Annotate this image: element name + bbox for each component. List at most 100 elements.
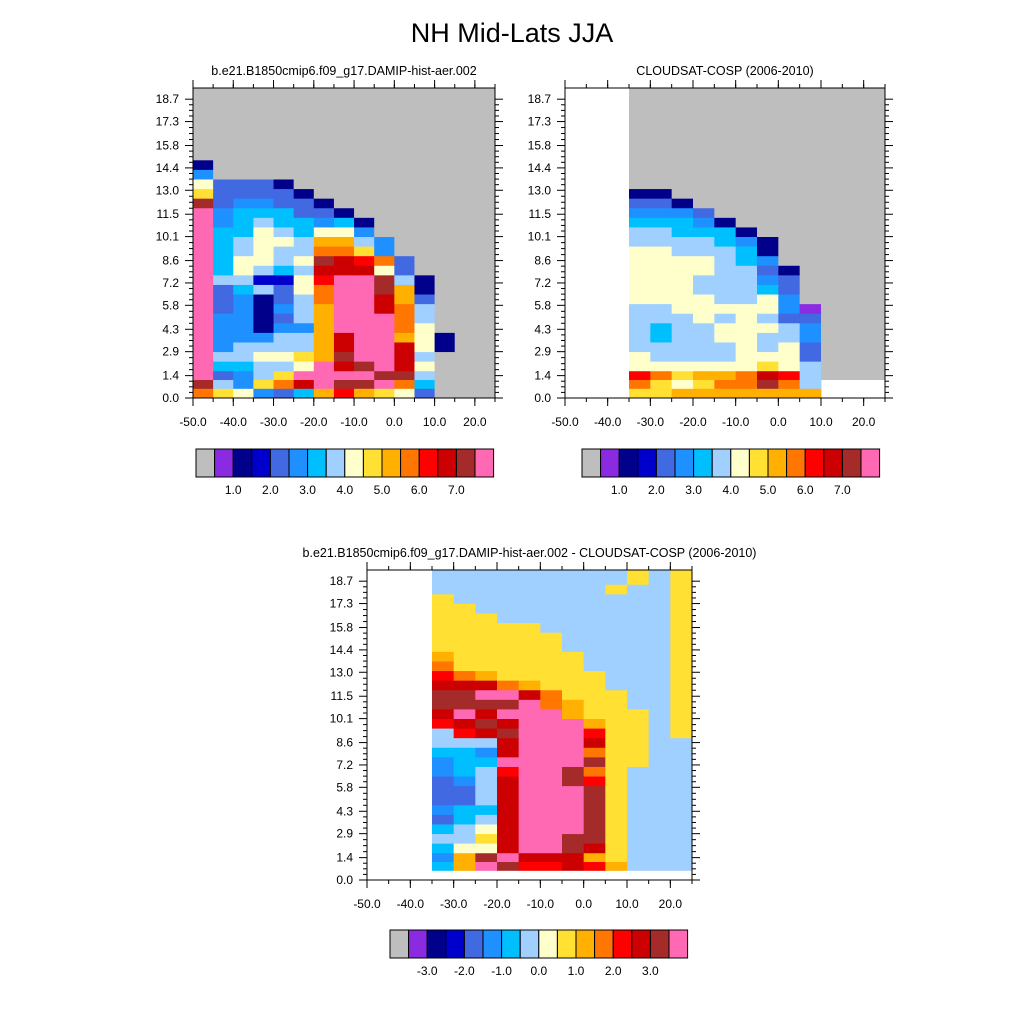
heatmap-cell [735,111,758,122]
heatmap-cell [414,179,435,190]
heatmap-cell [313,332,335,343]
heatmap-cell [562,728,585,739]
heatmap-cell [454,169,476,180]
heatmap-cell [605,709,628,720]
colorbar-box [418,448,439,478]
heatmap-cell [374,342,395,353]
heatmap-cell [627,756,650,767]
heatmap-cell [757,246,779,257]
y-tick-label: 14.4 [330,643,354,657]
heatmap-cell [671,332,694,343]
y-tick-label: 2.9 [162,345,179,359]
x-tick-label: 20.0 [659,897,683,911]
heatmap-cell [605,603,628,614]
heatmap-cell [414,102,435,113]
heatmap-cell [693,227,715,238]
heatmap-cell [273,379,295,389]
heatmap-cell [432,861,455,871]
heatmap-cell [374,121,395,132]
heatmap-cell [562,843,585,854]
heatmap-cell [414,131,435,142]
heatmap-cell [313,131,335,142]
heatmap-cell [253,322,274,333]
heatmap-cell [193,361,214,372]
heatmap-cell [583,785,606,796]
heatmap-cell [313,150,335,161]
heatmap-cell [650,150,673,161]
heatmap-cell [799,159,822,170]
heatmap-cell [693,274,715,285]
heatmap-cell [213,102,234,113]
heatmap-cell [863,265,886,276]
heatmap-cell [453,833,476,844]
heatmap-cell [605,824,628,835]
heatmap-cell [648,843,671,854]
heatmap-cell [757,188,779,199]
heatmap-cell [414,255,435,266]
heatmap-cell [394,370,415,381]
heatmap-cell [629,188,651,199]
heatmap-cell [714,217,737,228]
heatmap-cell [842,188,865,199]
heatmap-cell [432,680,455,691]
heatmap-cell [432,689,455,700]
heatmap-cell [735,246,758,257]
heatmap-cell [193,227,214,238]
colorbar-label: 6.0 [411,483,428,497]
heatmap-cell [518,584,541,595]
heatmap-cell [453,766,476,777]
heatmap-cell [605,613,628,624]
heatmap-cell [414,379,435,389]
heatmap-cell [213,131,234,142]
heatmap-cell [842,265,865,276]
heatmap-cell [648,795,671,806]
heatmap-cell [454,361,476,372]
heatmap-cell [799,294,822,305]
heatmap-cell [693,351,715,362]
heatmap-cell [333,361,355,372]
heatmap-cell [842,284,865,295]
heatmap-cell [454,342,476,353]
heatmap-cell [648,756,671,767]
heatmap-cell [474,217,496,228]
heatmap-cell [394,332,415,343]
heatmap-cell [842,361,865,372]
heatmap-cell [394,88,415,103]
heatmap-cell [714,313,737,324]
heatmap-cell [432,718,455,729]
heatmap-cell [273,217,295,228]
heatmap-cell [273,207,295,218]
heatmap-cell [627,699,650,710]
heatmap-cell [213,169,234,180]
heatmap-cell [434,217,456,228]
heatmap-cell [735,332,758,343]
heatmap-cell [432,699,455,710]
heatmap-cell [863,332,886,343]
heatmap-cell [474,342,496,353]
heatmap-cell [863,370,886,381]
heatmap-cell [273,227,295,238]
heatmap-cell [474,284,496,295]
heatmap-cell [273,121,295,132]
heatmap-cell [432,613,455,624]
heatmap-cell [434,294,456,305]
colorbar-box [381,448,402,478]
heatmap-cell [233,227,254,238]
heatmap-cell [799,332,822,343]
heatmap-cell [432,728,455,739]
heatmap-cell [333,255,355,266]
heatmap-cell [474,188,496,199]
heatmap-cell [475,641,498,652]
heatmap-cell [394,140,415,151]
heatmap-cell [518,670,541,681]
heatmap-cell [414,313,435,324]
heatmap-cell [273,313,295,324]
heatmap-cell [821,313,843,324]
heatmap-cell [233,102,254,113]
colorbar-label: 4.0 [336,483,353,497]
heatmap-cell [629,342,651,353]
heatmap-cell [414,227,435,238]
heatmap-cell [670,785,693,796]
heatmap-cell [454,179,476,190]
x-tick-label: 0.0 [770,415,787,429]
